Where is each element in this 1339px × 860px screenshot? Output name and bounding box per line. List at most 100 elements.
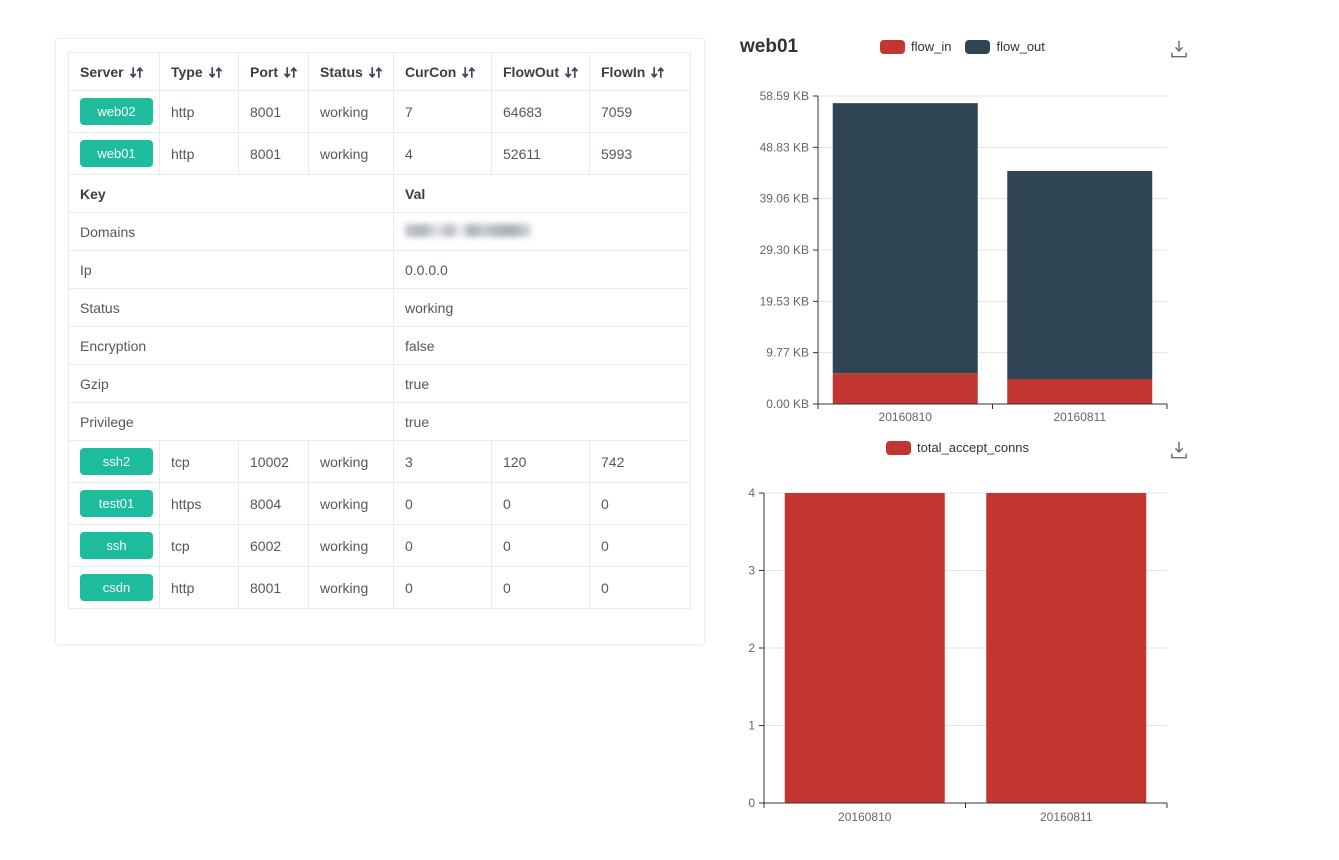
sort-icon[interactable] bbox=[208, 66, 223, 79]
cell-flowin: 0 bbox=[589, 524, 691, 567]
server-badge[interactable]: csdn bbox=[80, 574, 153, 601]
server-badge[interactable]: web01 bbox=[80, 140, 153, 167]
kv-value: false bbox=[393, 326, 691, 365]
save-as-image-button[interactable] bbox=[1168, 439, 1190, 461]
table-row: web01 http 8001 working 4 52611 5993 bbox=[68, 132, 691, 175]
svg-text:20160811: 20160811 bbox=[1040, 810, 1093, 824]
svg-text:39.06 KB: 39.06 KB bbox=[760, 192, 809, 206]
cell-status: working bbox=[308, 524, 394, 567]
kv-value: true bbox=[393, 364, 691, 403]
kv-key: Gzip bbox=[68, 364, 394, 403]
download-icon bbox=[1171, 40, 1187, 58]
kv-header-row: Key Val bbox=[68, 174, 691, 213]
kv-value: working bbox=[393, 288, 691, 327]
cell-flowin: 5993 bbox=[589, 132, 691, 175]
cell-status: working bbox=[308, 90, 394, 133]
cell-port: 8001 bbox=[238, 132, 309, 175]
legend-swatch-flow-in bbox=[880, 39, 905, 54]
kv-row: Gzip true bbox=[68, 364, 691, 403]
col-label: CurCon bbox=[405, 63, 457, 80]
server-table-card: Server Type Port Status CurCon FlowOut F… bbox=[55, 38, 705, 645]
cell-flowout: 0 bbox=[491, 566, 590, 609]
kv-key: Privilege bbox=[68, 402, 394, 441]
legend-swatch-total-accept-conns bbox=[886, 440, 911, 455]
table-row: test01 https 8004 working 0 0 0 bbox=[68, 482, 691, 525]
cell-status: working bbox=[308, 566, 394, 609]
server-badge[interactable]: test01 bbox=[80, 490, 153, 517]
table-row: csdn http 8001 working 0 0 0 bbox=[68, 566, 691, 609]
cell-type: http bbox=[159, 90, 239, 133]
kv-row: Privilege true bbox=[68, 402, 691, 441]
col-label: Port bbox=[250, 63, 278, 80]
svg-text:0: 0 bbox=[748, 796, 755, 810]
server-badge[interactable]: web02 bbox=[80, 98, 153, 125]
svg-text:20160810: 20160810 bbox=[879, 410, 933, 424]
kv-key: Domains bbox=[68, 212, 394, 251]
cell-status: working bbox=[308, 482, 394, 525]
svg-text:20160810: 20160810 bbox=[838, 810, 892, 824]
kv-key: Encryption bbox=[68, 326, 394, 365]
sort-icon[interactable] bbox=[368, 66, 383, 79]
svg-text:0.00 KB: 0.00 KB bbox=[766, 397, 809, 411]
svg-text:1: 1 bbox=[748, 719, 755, 733]
kv-value bbox=[393, 212, 691, 251]
col-header-port[interactable]: Port bbox=[238, 52, 309, 91]
svg-text:19.53 KB: 19.53 KB bbox=[760, 294, 809, 308]
cell-curcon: 4 bbox=[393, 132, 492, 175]
cell-server: ssh2 bbox=[68, 440, 160, 483]
cell-flowin: 0 bbox=[589, 482, 691, 525]
col-header-flowout[interactable]: FlowOut bbox=[491, 52, 590, 91]
cell-type: tcp bbox=[159, 524, 239, 567]
sort-icon[interactable] bbox=[461, 66, 476, 79]
col-label: FlowIn bbox=[601, 63, 646, 80]
cell-server: web01 bbox=[68, 132, 160, 175]
col-header-type[interactable]: Type bbox=[159, 52, 239, 91]
cell-flowin: 7059 bbox=[589, 90, 691, 133]
col-label: Type bbox=[171, 63, 203, 80]
domains-value-redacted bbox=[405, 223, 531, 237]
cell-curcon: 0 bbox=[393, 566, 492, 609]
legend-item-flow-in[interactable]: flow_in bbox=[880, 39, 951, 54]
col-header-status[interactable]: Status bbox=[308, 52, 394, 91]
server-badge[interactable]: ssh2 bbox=[80, 448, 153, 475]
cell-port: 8004 bbox=[238, 482, 309, 525]
cell-curcon: 3 bbox=[393, 440, 492, 483]
kv-value: 0.0.0.0 bbox=[393, 250, 691, 289]
conns-chart-canvas[interactable]: 0 1 2 3 4 20160810 20160811 bbox=[730, 478, 1200, 838]
cell-flowout: 52611 bbox=[491, 132, 590, 175]
cell-port: 8001 bbox=[238, 566, 309, 609]
kv-key: Status bbox=[68, 288, 394, 327]
cell-flowout: 64683 bbox=[491, 90, 590, 133]
col-header-server[interactable]: Server bbox=[68, 52, 160, 91]
download-icon bbox=[1171, 441, 1187, 459]
cell-server: web02 bbox=[68, 90, 160, 133]
kv-key: Ip bbox=[68, 250, 394, 289]
sort-icon[interactable] bbox=[650, 66, 665, 79]
cell-type: http bbox=[159, 132, 239, 175]
sort-icon[interactable] bbox=[129, 66, 144, 79]
legend-label-flow-out: flow_out bbox=[996, 39, 1045, 54]
col-header-curcon[interactable]: CurCon bbox=[393, 52, 492, 91]
table-header-row: Server Type Port Status CurCon FlowOut F… bbox=[68, 52, 691, 91]
cell-flowout: 0 bbox=[491, 524, 590, 567]
legend-swatch-flow-out bbox=[965, 39, 991, 54]
save-as-image-button[interactable] bbox=[1168, 38, 1190, 60]
server-table: Server Type Port Status CurCon FlowOut F… bbox=[68, 52, 691, 609]
server-badge[interactable]: ssh bbox=[80, 532, 153, 559]
legend-item-total-accept-conns[interactable]: total_accept_conns bbox=[886, 440, 1029, 455]
sort-icon[interactable] bbox=[564, 66, 579, 79]
cell-server: ssh bbox=[68, 524, 160, 567]
cell-status: working bbox=[308, 440, 394, 483]
flow-chart-canvas[interactable]: 0.00 KB 9.77 KB 19.53 KB 29.30 KB 39.06 KB 48… bbox=[730, 85, 1200, 430]
kv-row: Encryption false bbox=[68, 326, 691, 365]
cell-flowin: 0 bbox=[589, 566, 691, 609]
col-header-flowin[interactable]: FlowIn bbox=[589, 52, 691, 91]
sort-icon[interactable] bbox=[283, 66, 298, 79]
cell-flowin: 742 bbox=[589, 440, 691, 483]
cell-flowout: 0 bbox=[491, 482, 590, 525]
legend-item-flow-out[interactable]: flow_out bbox=[965, 39, 1045, 54]
flow-chart-legend: flow_in flow_out bbox=[880, 39, 1059, 54]
kv-value: true bbox=[393, 402, 691, 441]
legend-label-total-accept-conns: total_accept_conns bbox=[917, 440, 1030, 455]
